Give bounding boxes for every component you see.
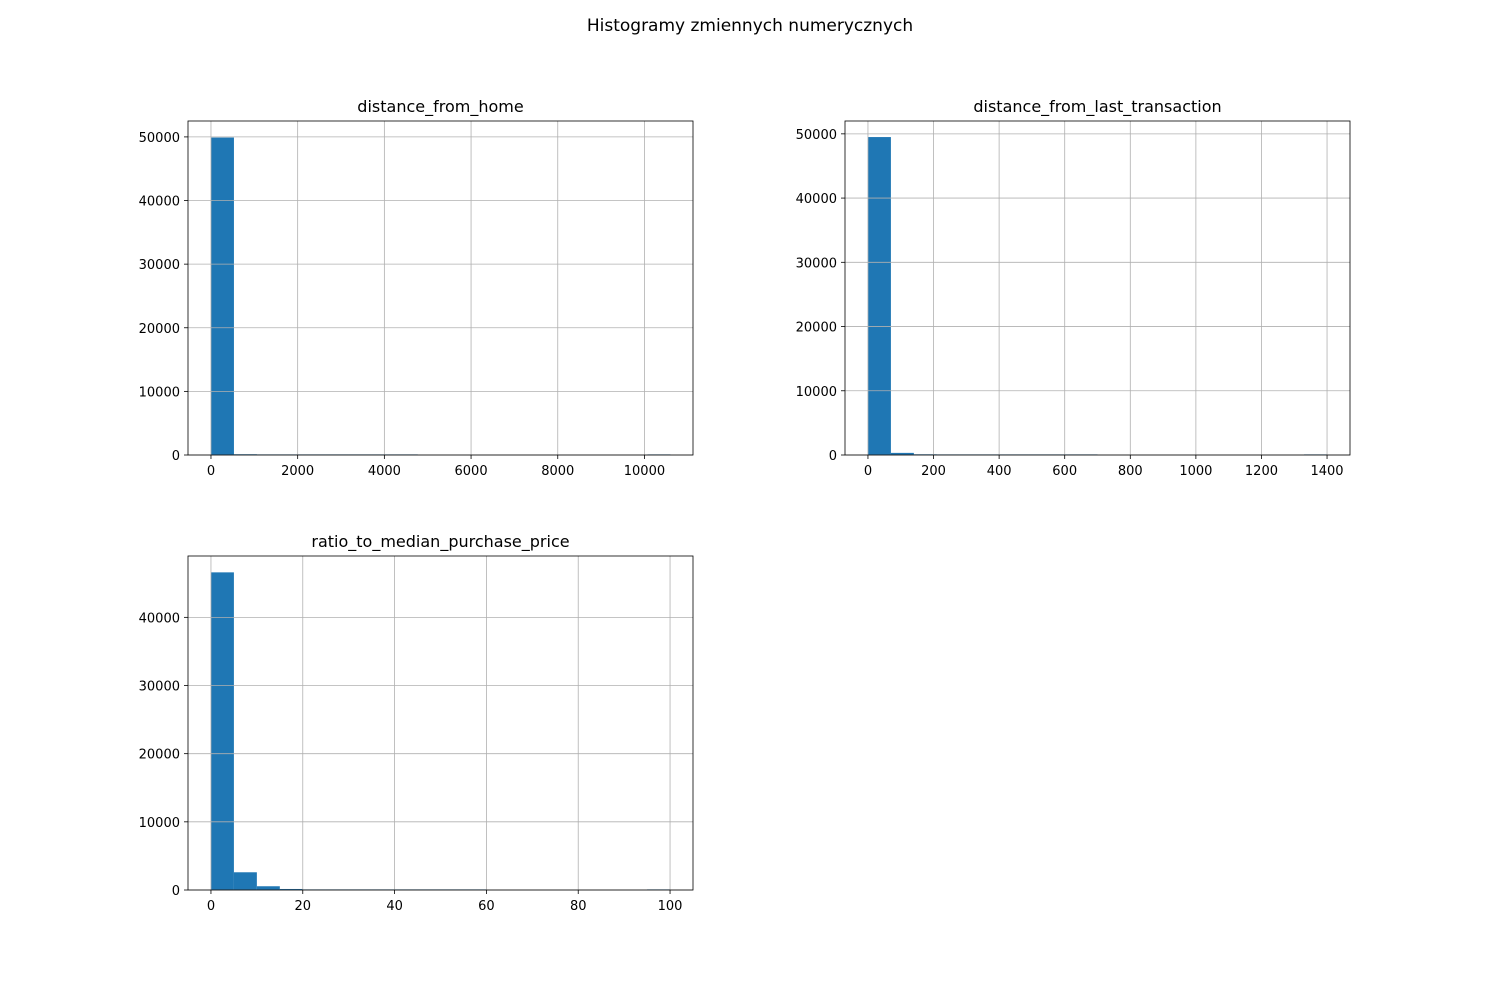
histogram-bar — [256, 886, 280, 890]
axes-frame — [187, 120, 694, 456]
y-tick-label: 20000 — [139, 322, 180, 337]
subplot-3: 0 20 40 60 80 100 0 10000 20000 30000 40000 ratio_t… — [139, 532, 694, 914]
x-tick-label: 1200 — [1245, 464, 1278, 479]
x-tick-label: 40 — [386, 899, 403, 914]
histogram-bar — [279, 888, 303, 890]
x-tick-label: 6000 — [455, 464, 488, 479]
x-tick-label: 1400 — [1310, 464, 1343, 479]
x-tick-label: 600 — [1052, 464, 1077, 479]
y-tick-label: 20000 — [139, 748, 180, 763]
x-tick-label: 10000 — [624, 464, 665, 479]
y-tick-label: 40000 — [796, 192, 837, 207]
histogram-bar — [210, 137, 234, 455]
x-tick-label: 800 — [1118, 464, 1143, 479]
x-tick-label: 100 — [658, 899, 683, 914]
y-tick-label: 0 — [172, 449, 180, 464]
x-tick-label: 2000 — [281, 464, 314, 479]
y-tick-label: 40000 — [139, 195, 180, 210]
histogram-bar — [890, 452, 914, 455]
histogram-bar — [867, 137, 891, 456]
y-tick-label: 0 — [829, 449, 837, 464]
x-tick-label: 8000 — [541, 464, 574, 479]
y-tick-label: 10000 — [796, 385, 837, 400]
histogram-bar — [210, 572, 234, 890]
x-tick-label: 200 — [921, 464, 946, 479]
x-tick-label: 60 — [478, 899, 495, 914]
y-tick-label: 0 — [172, 884, 180, 899]
y-tick-label: 10000 — [139, 816, 180, 831]
subplot-1: 0 2000 4000 6000 8000 10000 0 10000 20000 30000 40… — [139, 97, 694, 479]
x-tick-label: 1000 — [1179, 464, 1212, 479]
x-tick-label: 0 — [207, 464, 215, 479]
y-tick-label: 30000 — [139, 258, 180, 273]
x-tick-label: 0 — [207, 899, 215, 914]
y-tick-label: 40000 — [139, 611, 180, 626]
y-tick-label: 50000 — [139, 131, 180, 146]
y-tick-label: 10000 — [139, 385, 180, 400]
y-tick-label: 30000 — [139, 680, 180, 695]
x-tick-label: 0 — [864, 464, 872, 479]
x-tick-label: 80 — [570, 899, 587, 914]
subplot-title: distance_from_last_transaction — [973, 97, 1221, 117]
subplot-2: 0 200 400 600 800 1000 1200 1400 0 10000 20000 3000… — [796, 97, 1351, 479]
y-tick-label: 50000 — [796, 128, 837, 143]
subplot-title: ratio_to_median_purchase_price — [311, 532, 569, 552]
subplot-title: distance_from_home — [357, 97, 523, 117]
x-tick-label: 20 — [294, 899, 311, 914]
x-tick-label: 400 — [987, 464, 1012, 479]
axes-frame — [844, 120, 1351, 456]
figure-suptitle: Histogramy zmiennych numerycznych — [586, 16, 914, 36]
y-tick-label: 30000 — [796, 256, 837, 271]
histogram-bar — [233, 872, 257, 890]
y-tick-label: 20000 — [796, 321, 837, 336]
axes-frame — [187, 555, 694, 891]
x-tick-label: 4000 — [368, 464, 401, 479]
